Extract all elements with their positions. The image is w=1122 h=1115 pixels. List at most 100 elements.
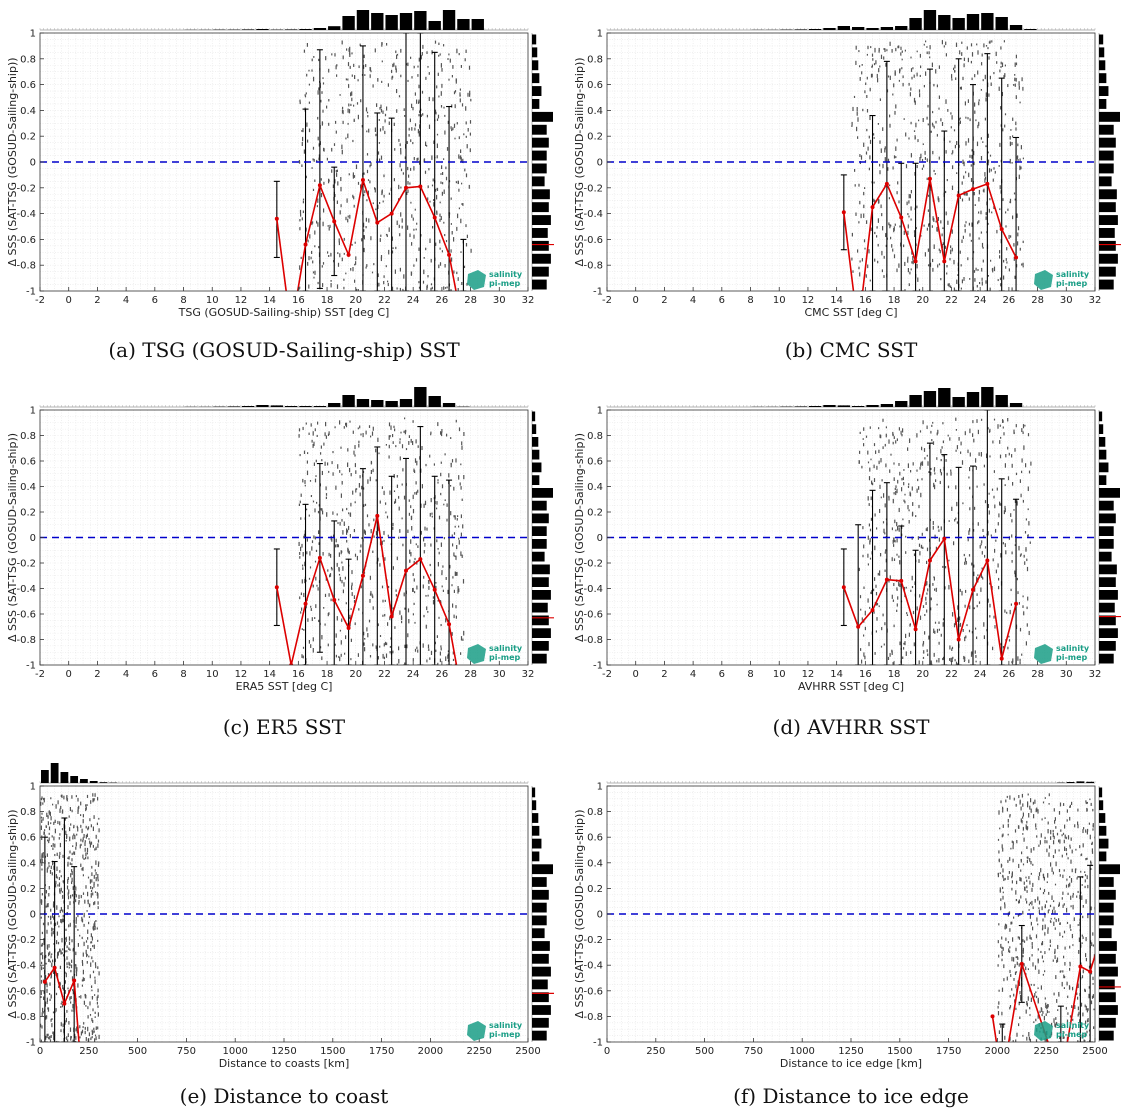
scatter-point xyxy=(1001,844,1003,849)
scatter-point xyxy=(973,150,975,156)
scatter-point xyxy=(62,854,64,858)
scatter-point xyxy=(51,913,54,918)
scatter-point xyxy=(345,216,347,221)
scatter-point xyxy=(1009,136,1011,140)
scatter-point xyxy=(451,534,453,537)
scatter-point xyxy=(1002,646,1004,649)
scatter-point xyxy=(1077,808,1079,812)
scatter-point xyxy=(339,210,341,215)
scatter-point xyxy=(1020,553,1022,556)
scatter-point xyxy=(359,492,361,497)
scatter-point xyxy=(334,53,336,57)
y-tick-label: 0.4 xyxy=(587,482,603,493)
mean-point xyxy=(389,211,394,216)
scatter-point xyxy=(1009,795,1011,800)
scatter-point xyxy=(1032,801,1034,805)
scatter-point xyxy=(1032,962,1034,967)
scatter-point xyxy=(302,136,304,142)
scatter-point xyxy=(381,486,383,489)
scatter-point xyxy=(440,542,442,547)
scatter-point xyxy=(65,928,67,931)
scatter-point xyxy=(976,636,978,640)
scatter-point xyxy=(64,980,66,984)
scatter-point xyxy=(40,975,42,978)
scatter-point xyxy=(1048,909,1050,911)
scatter-point xyxy=(1045,1002,1047,1006)
x-tick-label: 16 xyxy=(292,669,305,680)
scatter-point xyxy=(995,569,997,574)
scatter-point xyxy=(954,519,956,522)
scatter-point xyxy=(447,650,449,653)
scatter-point xyxy=(920,461,922,466)
scatter-point xyxy=(1053,906,1055,910)
scatter-point xyxy=(366,264,368,267)
scatter-point xyxy=(343,237,345,241)
top-histogram-bar xyxy=(256,405,269,407)
scatter-point xyxy=(1053,1018,1055,1023)
scatter-point xyxy=(970,60,972,64)
x-tick-label: 28 xyxy=(464,669,477,680)
scatter-point xyxy=(85,807,87,812)
scatter-point xyxy=(322,77,324,80)
scatter-point xyxy=(93,798,95,801)
top-histogram-bar xyxy=(313,406,327,407)
right-histogram-bar xyxy=(1099,163,1114,174)
scatter-point xyxy=(436,85,438,89)
scatter-point xyxy=(349,46,351,51)
scatter-point xyxy=(77,943,79,947)
scatter-point xyxy=(410,167,412,171)
scatter-point xyxy=(317,587,319,591)
scatter-point xyxy=(949,437,951,441)
scatter-point xyxy=(1040,868,1042,873)
scatter-point xyxy=(52,860,54,866)
scatter-point xyxy=(1001,92,1003,97)
scatter-point xyxy=(456,271,458,275)
scatter-point xyxy=(434,40,437,44)
right-histogram xyxy=(531,33,554,291)
scatter-point xyxy=(447,120,449,124)
scatter-point xyxy=(956,501,958,507)
scatter-point xyxy=(461,282,463,286)
right-histogram-bar xyxy=(1099,590,1118,600)
scatter-point xyxy=(366,627,368,632)
scatter-point xyxy=(992,646,994,651)
scatter-point xyxy=(356,288,358,291)
scatter-point xyxy=(933,467,936,471)
scatter-point xyxy=(981,418,983,421)
scatter-point xyxy=(1007,823,1009,828)
scatter-point xyxy=(1014,570,1016,575)
scatter-point xyxy=(429,512,431,517)
scatter-point xyxy=(328,122,330,126)
scatter-point xyxy=(997,563,999,568)
scatter-point xyxy=(964,557,967,562)
scatter-point xyxy=(902,476,904,481)
y-ticks: -1-0.8-0.6-0.4-0.200.20.40.60.81 xyxy=(16,29,44,298)
scatter-point xyxy=(1089,798,1091,801)
scatter-point xyxy=(412,494,414,500)
scatter-point xyxy=(863,204,865,209)
scatter-point xyxy=(61,891,63,893)
scatter-point xyxy=(298,428,301,432)
scatter-point xyxy=(40,996,42,998)
scatter-point xyxy=(951,152,953,155)
scatter-point xyxy=(441,68,443,72)
scatter-point xyxy=(893,558,896,561)
x-tick-label: 20 xyxy=(349,669,362,680)
scatter-point xyxy=(342,120,344,125)
scatter-point xyxy=(45,825,47,828)
y-ticks: -1-0.8-0.6-0.4-0.200.20.40.60.81 xyxy=(583,406,611,672)
scatter-point xyxy=(1042,973,1044,976)
mean-point xyxy=(303,601,308,606)
scatter-point xyxy=(425,463,427,467)
scatter-point xyxy=(463,630,465,636)
scatter-point xyxy=(314,230,316,235)
scatter-point xyxy=(964,656,966,662)
scatter-point xyxy=(47,947,49,950)
scatter-point xyxy=(311,540,314,543)
scatter-point xyxy=(1063,930,1066,934)
x-tick-label: 6 xyxy=(719,295,725,306)
scatter-point xyxy=(1090,868,1092,870)
scatter-point xyxy=(56,921,59,925)
scatter-point xyxy=(436,194,438,200)
scatter-point xyxy=(895,529,897,532)
